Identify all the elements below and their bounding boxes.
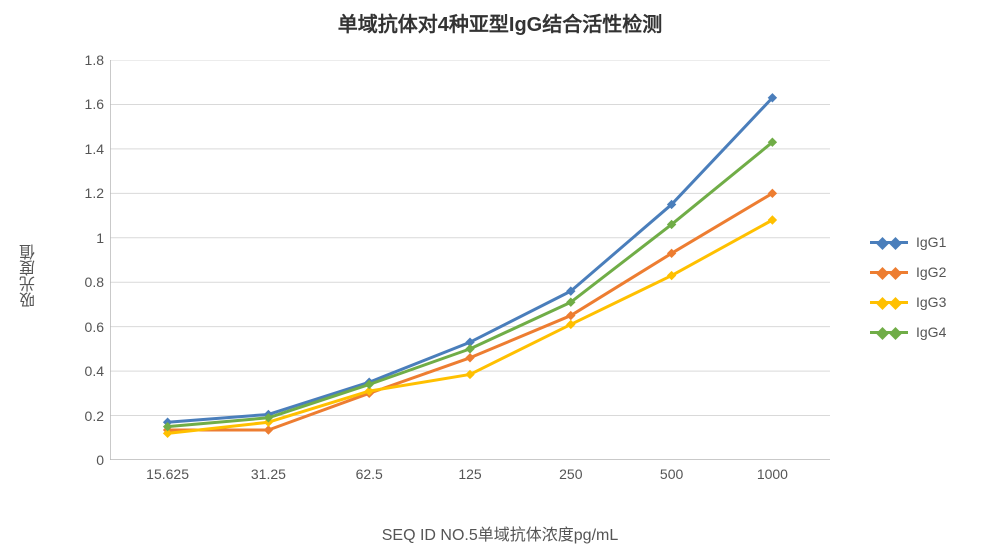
- x-axis-label: SEQ ID NO.5单域抗体浓度pg/mL: [0, 521, 1000, 545]
- x-tick: 1000: [757, 460, 788, 482]
- marker-IgG2: [264, 426, 272, 434]
- chart-svg: [110, 60, 830, 460]
- y-axis-label: 吸光度值: [18, 244, 42, 308]
- y-tick: 0.6: [85, 319, 110, 335]
- legend-swatch-icon: [870, 271, 908, 274]
- legend-label: IgG2: [916, 264, 946, 280]
- x-tick: 62.5: [356, 460, 383, 482]
- y-tick: 0.8: [85, 274, 110, 290]
- legend-label: IgG4: [916, 324, 946, 340]
- x-tick: 31.25: [251, 460, 286, 482]
- legend-swatch-icon: [870, 331, 908, 334]
- legend: IgG1 IgG2 IgG3 IgG4: [870, 230, 946, 354]
- x-tick: 250: [559, 460, 582, 482]
- plot-area: 00.20.40.60.811.21.41.61.815.62531.2562.…: [110, 60, 830, 460]
- chart-title: 单域抗体对4种亚型IgG结合活性检测: [0, 8, 1000, 37]
- y-tick: 0.2: [85, 408, 110, 424]
- legend-item-IgG2: IgG2: [870, 264, 946, 280]
- legend-item-IgG3: IgG3: [870, 294, 946, 310]
- y-tick: 1: [96, 230, 110, 246]
- x-tick: 125: [458, 460, 481, 482]
- legend-swatch-icon: [870, 241, 908, 244]
- x-tick: 500: [660, 460, 683, 482]
- series-line-IgG4: [168, 142, 773, 426]
- marker-IgG2: [466, 354, 474, 362]
- y-tick: 1.6: [85, 96, 110, 112]
- y-tick: 1.8: [85, 52, 110, 68]
- x-tick: 15.625: [146, 460, 189, 482]
- legend-item-IgG4: IgG4: [870, 324, 946, 340]
- legend-label: IgG1: [916, 234, 946, 250]
- y-tick: 0.4: [85, 363, 110, 379]
- y-tick: 0: [96, 452, 110, 468]
- legend-swatch-icon: [870, 301, 908, 304]
- chart-container: 单域抗体对4种亚型IgG结合活性检测 吸光度值 SEQ ID NO.5单域抗体浓…: [0, 0, 1000, 551]
- legend-item-IgG1: IgG1: [870, 234, 946, 250]
- series-line-IgG2: [168, 193, 773, 430]
- y-tick: 1.4: [85, 141, 110, 157]
- y-tick: 1.2: [85, 185, 110, 201]
- legend-label: IgG3: [916, 294, 946, 310]
